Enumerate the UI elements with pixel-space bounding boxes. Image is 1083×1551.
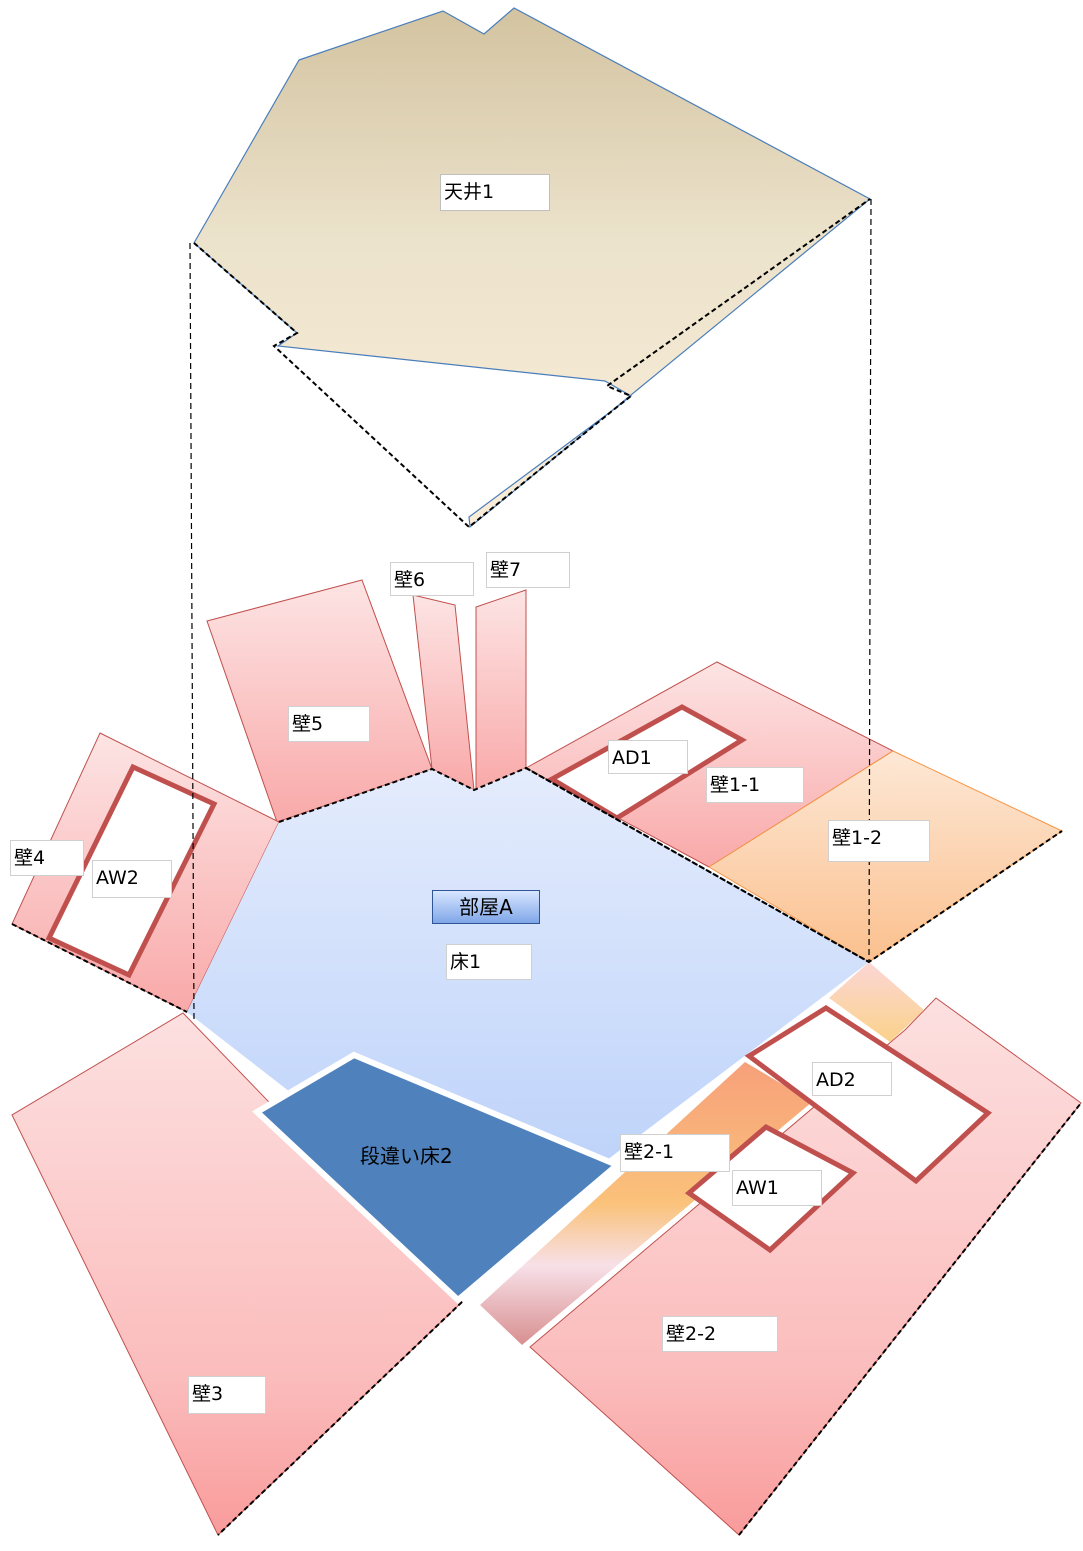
wall-4-label: 壁4 [10, 840, 84, 876]
wall-3-dashed-base [217, 1301, 463, 1536]
wall-4-dashed-base [11, 923, 188, 1013]
wall-7-label: 壁7 [486, 552, 570, 588]
floor-1-label: 床1 [446, 944, 532, 980]
ad1-label: AD1 [608, 740, 688, 774]
wall-3-label: 壁3 [188, 1376, 266, 1414]
wall-5-label: 壁5 [288, 706, 370, 742]
step-floor-2-shape [252, 1051, 623, 1305]
wall-6-label: 壁6 [390, 562, 474, 596]
wall-2-top-strip [829, 962, 924, 1042]
wall-1-2-label: 壁1-2 [828, 820, 930, 862]
ceiling-1-shape [193, 7, 872, 529]
wall-7-shape [475, 589, 527, 791]
ceiling-1-dashed-edge [193, 198, 871, 529]
step-floor-2-label: 段違い床2 [360, 1144, 453, 1168]
ceiling-1-label: 天井1 [440, 174, 550, 211]
wall-2-2-label: 壁2-2 [662, 1316, 778, 1352]
aw1-label: AW1 [732, 1170, 822, 1206]
wall-1-1-label: 壁1-1 [706, 767, 804, 803]
aw2-label: AW2 [92, 860, 172, 898]
wall-2-1-label: 壁2-1 [620, 1134, 730, 1172]
ad2-label: AD2 [812, 1062, 892, 1096]
wall-2-1-shape [480, 1062, 812, 1345]
room-a-label: 部屋A [432, 890, 540, 924]
wall-2-dashed-base [738, 1102, 1082, 1536]
